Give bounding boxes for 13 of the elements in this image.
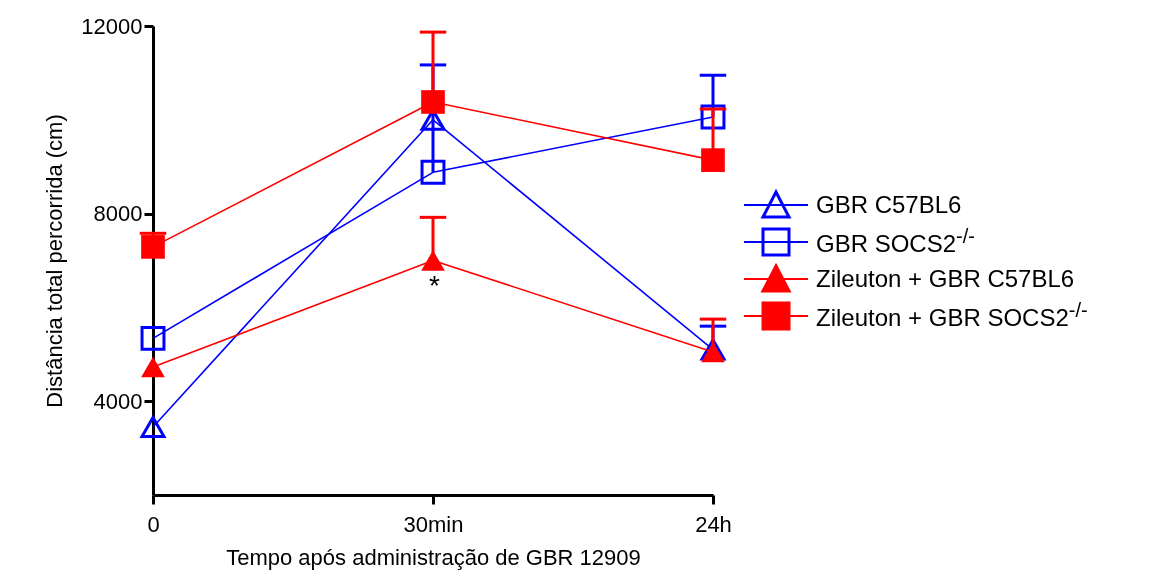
x-axis-title: Tempo após administração de GBR 12909 <box>226 544 641 570</box>
legend-label: GBR C57BL6 <box>816 190 962 219</box>
y-tick-label: 12000 <box>81 13 143 39</box>
y-axis-title: Distância total percorrida (cm) <box>42 114 68 408</box>
y-tick-label: 8000 <box>93 201 143 227</box>
legend-label: Zileuton + GBR SOCS2$^{-/-}$ <box>816 299 1088 332</box>
x-tick-label: 0 <box>147 511 160 537</box>
annotation: * <box>429 270 440 301</box>
y-tick-label: 4000 <box>93 388 143 414</box>
legend-label: GBR SOCS2$^{-/-}$ <box>816 225 975 258</box>
x-tick-label: 30min <box>403 511 464 537</box>
legend-label: Zileuton + GBR C57BL6 <box>816 264 1075 293</box>
x-tick-label: 24h <box>695 511 732 537</box>
